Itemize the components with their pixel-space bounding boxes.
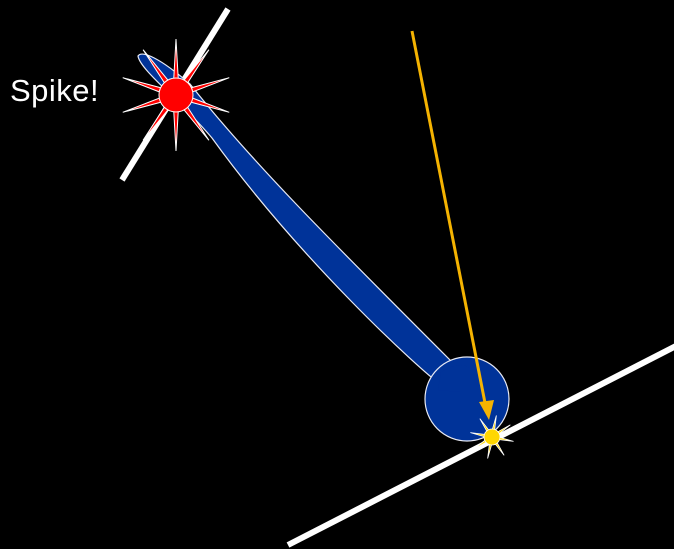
spike-ray [187, 77, 230, 94]
spike-ray [181, 49, 210, 86]
arrow-shaft [410, 30, 488, 409]
lower-line [286, 343, 674, 548]
red-starburst-icon [122, 38, 230, 152]
spike-label: Spike! [10, 73, 100, 108]
spike-ray [142, 104, 171, 141]
target-dot [483, 428, 501, 446]
spike-ray [173, 108, 179, 152]
yellow-starburst-icon [470, 415, 514, 459]
arrow-down-icon [410, 30, 494, 420]
spike-dot [158, 77, 194, 113]
spike-ray [122, 96, 165, 113]
arrow-head [479, 400, 494, 420]
neuron-body [137, 53, 510, 442]
spike-ray [173, 38, 179, 82]
